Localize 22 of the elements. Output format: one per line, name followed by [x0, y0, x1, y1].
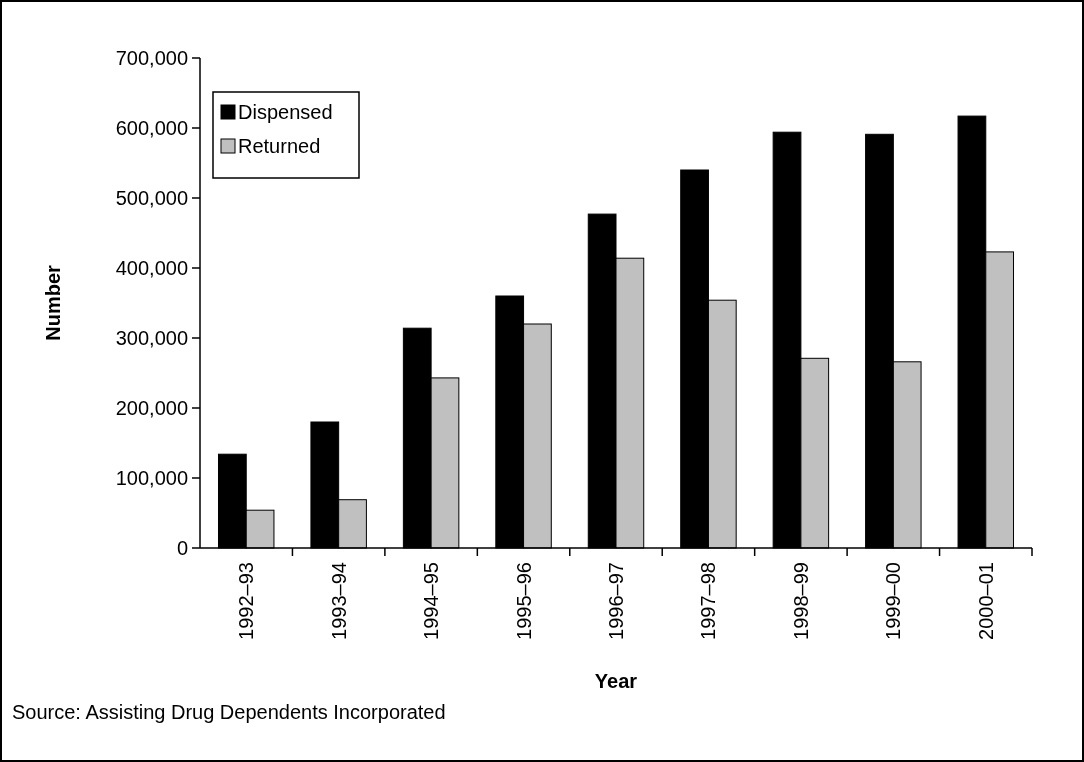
x-tick-label: 2000–01: [974, 562, 997, 640]
x-tick-label: 1992–93: [235, 562, 258, 640]
y-tick-label: 400,000: [115, 257, 188, 279]
x-tick-label: 1998–99: [789, 562, 812, 640]
legend-label: Returned: [238, 135, 321, 157]
x-tick-label: 1999–00: [882, 562, 905, 640]
y-axis-title: Number: [42, 265, 64, 341]
x-tick-label: 1994–95: [420, 562, 443, 640]
y-tick-label: 300,000: [115, 327, 188, 349]
y-tick-label: 700,000: [115, 47, 188, 69]
y-tick-label: 0: [176, 537, 188, 559]
source-note: Source: Assisting Drug Dependents Incorporated: [12, 701, 446, 723]
y-tick-label: 200,000: [115, 397, 188, 419]
y-tick-label: 600,000: [115, 117, 188, 139]
x-tick-label: 1993–94: [327, 562, 350, 640]
legend-label: Dispensed: [238, 101, 333, 123]
x-tick-label: 1995–96: [512, 562, 535, 640]
x-axis-title: Year: [594, 670, 638, 692]
y-tick-label: 100,000: [115, 467, 188, 489]
x-tick-label: 1997–98: [697, 562, 720, 640]
y-tick-label: 500,000: [115, 187, 188, 209]
x-tick-label: 1996–97: [605, 562, 627, 640]
